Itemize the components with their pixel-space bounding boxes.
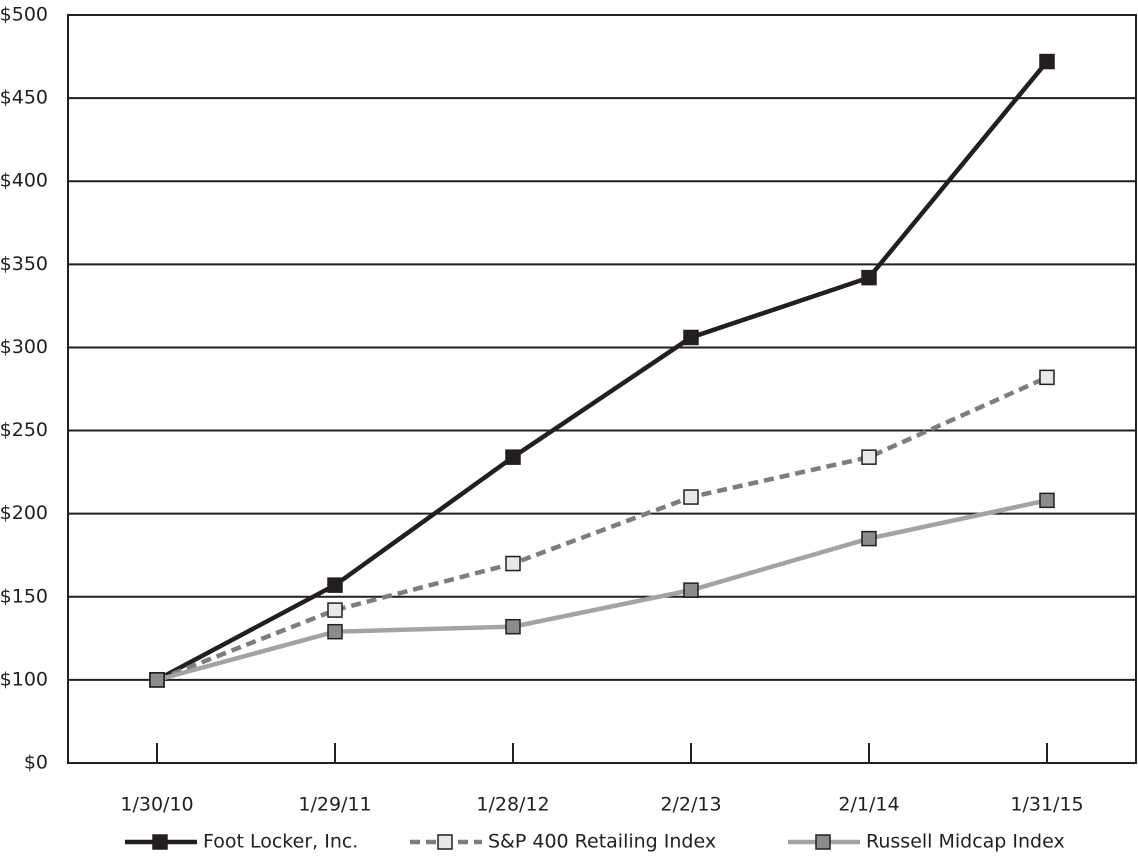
legend-marker — [152, 834, 168, 850]
y-tick-label: $350 — [0, 253, 48, 275]
x-tick-label: 1/28/12 — [476, 794, 549, 816]
data-point — [505, 555, 521, 572]
y-tick-label: $100 — [0, 668, 48, 690]
data-point — [327, 623, 343, 640]
legend-label: Foot Locker, Inc. — [203, 831, 358, 853]
y-tick-label: $500 — [0, 4, 48, 26]
x-tick-label: 1/29/11 — [298, 794, 371, 816]
x-tick-label: 2/1/14 — [838, 794, 899, 816]
legend-label: Russell Midcap Index — [866, 831, 1065, 853]
data-point — [1039, 369, 1055, 386]
y-tick-label: $150 — [0, 585, 48, 607]
series-line — [156, 498, 1048, 683]
y-tick-label: $250 — [0, 419, 48, 441]
x-tick-label: 1/31/15 — [1010, 794, 1083, 816]
legend-marker — [437, 834, 453, 850]
data-point — [505, 449, 521, 465]
data-point — [327, 602, 343, 618]
plot-frame — [67, 14, 1137, 764]
series-line — [156, 375, 1048, 682]
y-tick-label: $200 — [0, 502, 48, 524]
x-tick-label: 2/2/13 — [660, 794, 721, 816]
data-point — [683, 489, 699, 505]
x-tick-label: 1/30/10 — [120, 794, 193, 816]
legend-label: S&P 400 Retailing Index — [488, 831, 716, 853]
data-point — [683, 329, 699, 346]
data-point — [683, 582, 699, 598]
data-point — [327, 577, 343, 593]
series-line — [155, 60, 1049, 682]
y-tick-label: $450 — [0, 87, 48, 109]
y-tick-label: $300 — [0, 336, 48, 358]
data-point — [1039, 53, 1055, 70]
data-point — [861, 530, 877, 547]
data-point — [861, 269, 877, 286]
data-point — [1039, 492, 1055, 509]
data-point — [861, 449, 877, 465]
data-point — [149, 672, 165, 688]
data-point — [505, 618, 521, 635]
legend-marker — [815, 834, 831, 850]
y-tick-label: $400 — [0, 170, 48, 192]
y-tick-label: $0 — [24, 752, 48, 774]
